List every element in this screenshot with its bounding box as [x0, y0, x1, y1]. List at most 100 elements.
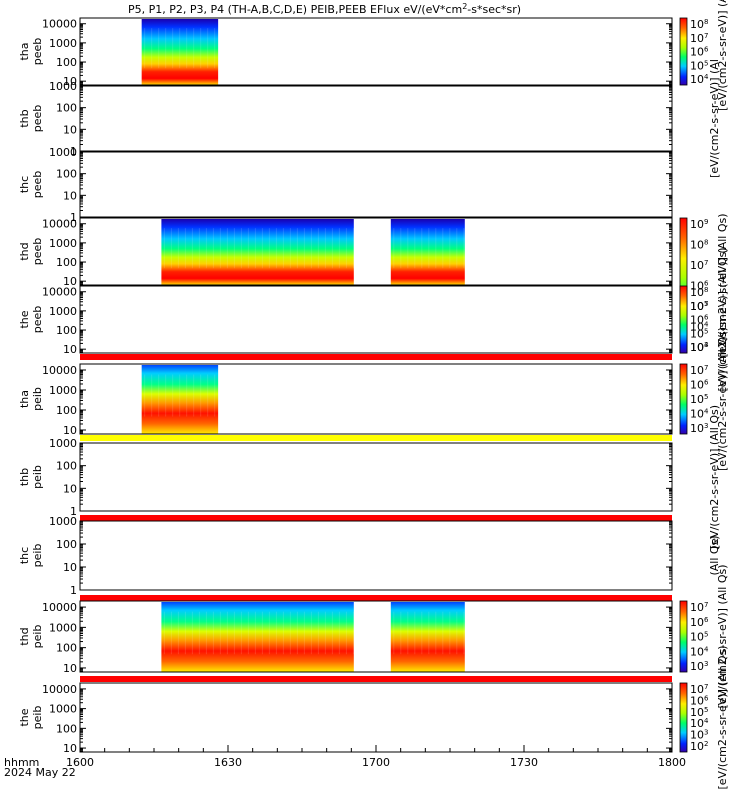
colorbar-tick-base: 10: [690, 379, 704, 392]
colorbar-tick-label: 107: [690, 683, 708, 696]
colorbar-tick-label: 105: [690, 706, 708, 719]
colorbar-tick-exp: 6: [704, 280, 709, 288]
y-axis-label: thb: [18, 468, 31, 486]
colorbar-tick-exp: 2: [704, 740, 708, 748]
colorbar-tick-base: 10: [690, 239, 704, 252]
y-axis-label: peib: [31, 544, 44, 568]
spectrogram-block: [141, 19, 219, 85]
panel-frame: [79, 600, 673, 673]
y-tick-label: 10: [63, 482, 77, 495]
colorbar-tick-label: 105: [690, 327, 708, 340]
colorbar-tick-label: 103: [690, 341, 708, 354]
colorbar-tick-exp: 7: [704, 683, 708, 691]
colorbar-tick-exp: 6: [704, 616, 709, 624]
y-tick-label: 1000: [49, 437, 77, 450]
y-tick-label: 1000: [49, 305, 77, 318]
y-tick-label: 10: [63, 275, 77, 288]
colorbar-tick-label: 104: [690, 73, 709, 86]
y-tick-label: 10000: [42, 364, 77, 377]
y-tick-label: 1: [70, 145, 77, 158]
y-tick-label: 100: [56, 102, 77, 115]
colorbar: [679, 600, 688, 673]
colorbar-tick-exp: 7: [704, 300, 708, 308]
y-axis-label: thc: [18, 547, 31, 564]
colorbar-label: [eV/(cm2-s-sr-eV)] (All Qs): [716, 564, 729, 708]
colorbar-tick-label: 104: [690, 321, 709, 334]
colorbar-tick-label: 107: [690, 364, 708, 377]
x-tick-label: 1630: [214, 756, 242, 769]
colorbar-tick-exp: 5: [704, 706, 708, 714]
colorbar-tick-exp: 8: [704, 286, 708, 294]
colorbar-tick-label: 104: [690, 408, 709, 421]
colorbar: [679, 363, 688, 435]
colorbar-tick-base: 10: [690, 18, 704, 31]
colorbar-tick-label: 107: [690, 300, 708, 313]
colorbar-tick-base: 10: [690, 631, 704, 644]
flag-bar: [80, 435, 672, 441]
colorbar-tick-exp: 4: [704, 408, 709, 416]
colorbar-tick-exp: 5: [704, 59, 708, 67]
colorbar-tick-exp: 6: [704, 694, 709, 702]
panel-frame: [79, 682, 673, 753]
y-axis-label: the: [18, 708, 31, 726]
colorbar-tick-label: 108: [690, 286, 708, 299]
y-tick-label: 1000: [49, 146, 77, 159]
flag-bar: [80, 354, 672, 360]
panel-frame: [79, 217, 673, 286]
y-tick-label: 10: [63, 662, 77, 675]
y-tick-label: 10000: [42, 218, 77, 231]
x-tick-label: 1800: [658, 756, 686, 769]
y-tick-label: 1000: [49, 621, 77, 634]
y-tick-label: 1000: [49, 703, 77, 716]
spectrogram-block: [141, 365, 219, 434]
x-axis-label: hhmm: [4, 756, 39, 769]
colorbar-tick-base: 10: [690, 46, 704, 59]
y-tick-label: 10: [63, 561, 77, 574]
colorbar-tick-base: 10: [690, 286, 704, 299]
y-tick-label: 100: [56, 404, 77, 417]
colorbar-tick-label: 105: [690, 300, 708, 313]
y-tick-label: 10000: [42, 18, 77, 31]
y-axis-label: peib: [31, 387, 44, 411]
colorbar-tick-exp: 4: [704, 717, 709, 725]
colorbar-tick-base: 10: [690, 422, 704, 435]
y-tick-label: 10: [63, 75, 77, 88]
colorbar-tick-label: 106: [690, 694, 709, 707]
colorbar-tick-base: 10: [690, 59, 704, 72]
colorbar-tick-exp: 3: [704, 660, 708, 668]
panel-thc-peeb: 1000 100 10 1 thc peeb: [18, 146, 673, 224]
colorbar-tick-exp: 7: [704, 601, 708, 609]
colorbar-tick-label: 107: [690, 32, 708, 45]
y-axis-label: peeb: [31, 38, 44, 66]
colorbar-tick-label: 106: [690, 379, 709, 392]
y-axis-label: peib: [31, 625, 44, 649]
colorbar-tick-exp: 4: [704, 321, 709, 329]
colorbar-tick-label: 108: [690, 239, 708, 252]
spectrogram-block: [161, 602, 354, 672]
colorbar-tick-base: 10: [690, 218, 704, 231]
panel-frame: [79, 363, 673, 435]
spectrogram-block: [161, 219, 354, 285]
colorbar-tick-base: 10: [690, 327, 704, 340]
colorbar: [679, 682, 688, 753]
y-tick-label: 10000: [42, 601, 77, 614]
colorbar-tick-exp: 4: [704, 341, 709, 349]
colorbar-label: [eV/(cm2-s-sr-eV)] (All Qs): [716, 327, 729, 471]
colorbar-tick-base: 10: [690, 616, 704, 629]
colorbar-label: [eV/(cm2-s-sr-eV)] (Al: [716, 0, 729, 111]
panel-frame: [79, 285, 673, 354]
colorbar: [679, 17, 688, 86]
colorbar-tick-base: 10: [690, 321, 704, 334]
y-tick-label: 100: [56, 460, 77, 473]
flag-bar: [80, 595, 672, 601]
colorbar-tick-base: 10: [690, 280, 704, 293]
y-tick-label: 100: [56, 168, 77, 181]
colorbar-label: [eV/(cm2-s-sr-eV)] (All Qs): [708, 405, 721, 549]
figure-title: P5, P1, P2, P3, P4 (TH-A,B,C,D,E) PEIB,P…: [128, 2, 521, 16]
y-axis-label: peeb: [31, 171, 44, 199]
y-tick-label: 1: [70, 584, 77, 597]
